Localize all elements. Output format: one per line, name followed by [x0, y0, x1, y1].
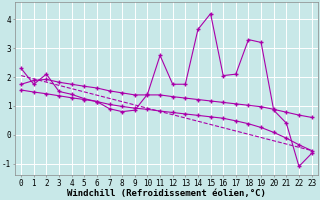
X-axis label: Windchill (Refroidissement éolien,°C): Windchill (Refroidissement éolien,°C) — [67, 189, 266, 198]
